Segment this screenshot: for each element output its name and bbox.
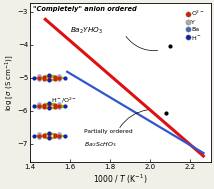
Polygon shape — [56, 135, 65, 136]
Polygon shape — [34, 105, 43, 107]
Polygon shape — [45, 133, 54, 134]
Text: $Ba_2ScHO_3$: $Ba_2ScHO_3$ — [84, 140, 117, 149]
Polygon shape — [34, 77, 43, 78]
Polygon shape — [45, 79, 54, 80]
X-axis label: 1000 / $T$ (K$^{-1}$): 1000 / $T$ (K$^{-1}$) — [93, 172, 147, 186]
Polygon shape — [56, 77, 65, 78]
Y-axis label: log [$\sigma$ (S cm$^{-1}$)]: log [$\sigma$ (S cm$^{-1}$)] — [3, 54, 16, 111]
Polygon shape — [56, 105, 65, 107]
Polygon shape — [45, 137, 54, 138]
Polygon shape — [45, 75, 54, 77]
Text: H$^-$/O$^{2-}$: H$^-$/O$^{2-}$ — [51, 96, 77, 105]
Text: $Ba_2YHO_3$: $Ba_2YHO_3$ — [70, 26, 103, 36]
Polygon shape — [34, 135, 43, 136]
Legend: O$^{2-}$, Y, Ba, H$^-$: O$^{2-}$, Y, Ba, H$^-$ — [187, 8, 206, 42]
Polygon shape — [45, 103, 54, 105]
Polygon shape — [45, 107, 54, 108]
Text: "Completely" anion ordered: "Completely" anion ordered — [33, 6, 137, 12]
Text: Partially ordered: Partially ordered — [84, 129, 133, 134]
